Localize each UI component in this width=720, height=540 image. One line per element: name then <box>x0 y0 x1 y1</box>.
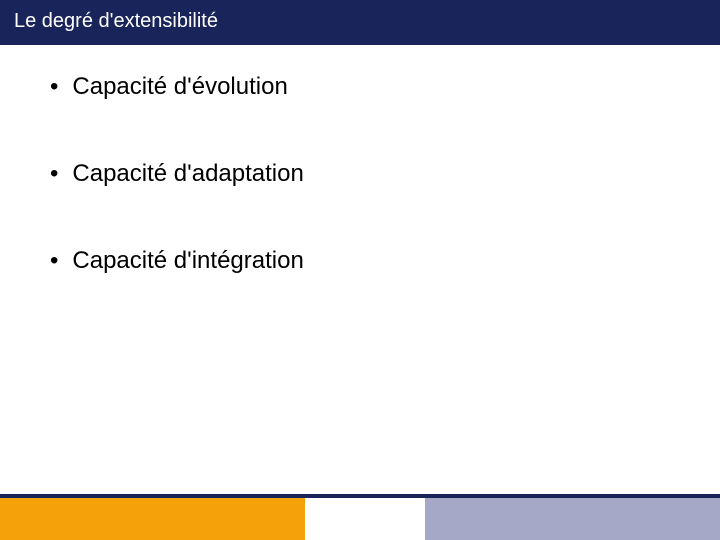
bullet-text: Capacité d'évolution <box>72 73 287 102</box>
bullet-text: Capacité d'intégration <box>72 247 303 276</box>
footer-block-right <box>425 498 720 540</box>
list-item: • Capacité d'adaptation <box>50 160 670 189</box>
bullet-icon: • <box>50 73 58 102</box>
bullet-text: Capacité d'adaptation <box>72 160 303 189</box>
slide-content: • Capacité d'évolution • Capacité d'adap… <box>0 45 720 275</box>
footer-blocks <box>0 498 720 540</box>
bullet-icon: • <box>50 247 58 276</box>
list-item: • Capacité d'évolution <box>50 73 670 102</box>
slide-header: Le degré d'extensibilité <box>0 0 720 45</box>
slide-title: Le degré d'extensibilité <box>14 10 706 33</box>
bullet-icon: • <box>50 160 58 189</box>
footer-block-left <box>0 498 305 540</box>
slide-footer <box>0 494 720 540</box>
footer-block-mid <box>305 498 425 540</box>
list-item: • Capacité d'intégration <box>50 247 670 276</box>
